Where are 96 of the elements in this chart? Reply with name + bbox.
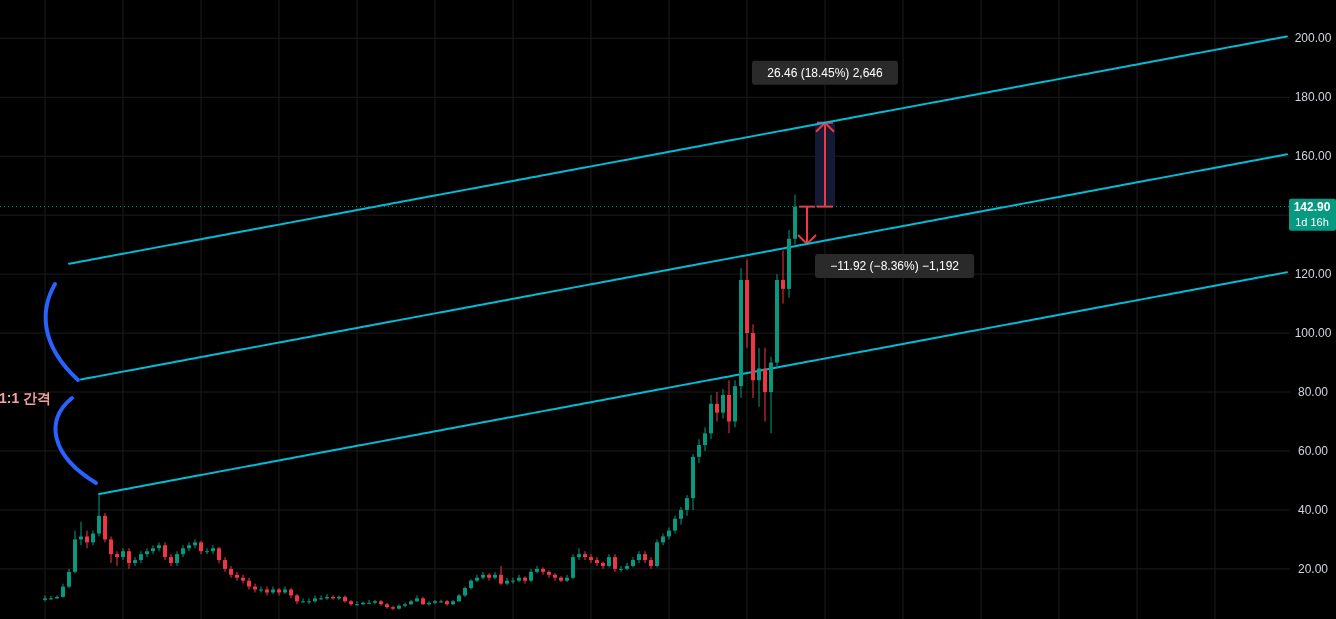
candlestick — [583, 550, 587, 561]
candlestick — [241, 574, 245, 585]
candlestick — [79, 521, 83, 546]
y-tick-label: 180.00 — [1294, 90, 1332, 105]
candlestick — [721, 388, 725, 420]
candlestick — [397, 603, 401, 611]
candlestick — [697, 438, 701, 464]
candlestick — [547, 569, 551, 579]
candlestick — [127, 547, 131, 570]
candlestick — [235, 571, 239, 582]
candlestick — [169, 553, 173, 567]
candlestick — [487, 572, 491, 582]
y-tick-label: 80.00 — [1297, 385, 1329, 400]
y-tick-label: 200.00 — [1294, 31, 1332, 46]
candlestick — [679, 506, 683, 526]
candlestick — [115, 550, 119, 567]
candlestick — [535, 565, 539, 574]
candlestick — [643, 550, 647, 564]
candlestick — [703, 426, 707, 452]
candlestick — [133, 556, 137, 567]
candlestick — [181, 544, 185, 558]
line-series — [98, 271, 1288, 496]
candlestick — [553, 572, 557, 582]
candlestick — [637, 550, 641, 564]
candlestick — [655, 538, 659, 568]
candlestick — [601, 561, 605, 570]
candlestick — [385, 602, 389, 610]
candlestick — [781, 250, 785, 305]
candlestick — [109, 535, 113, 564]
candlestick — [349, 599, 353, 607]
candlestick — [415, 594, 419, 603]
candlestick — [757, 347, 761, 408]
candlestick — [373, 599, 377, 605]
candlestick — [565, 574, 569, 583]
y-tick-label: 100.00 — [1294, 326, 1332, 341]
candlestick — [319, 594, 323, 601]
candlestick — [481, 571, 485, 580]
candlestick — [433, 599, 437, 605]
candlestick — [97, 494, 101, 537]
candlestick — [493, 571, 497, 580]
candlestick — [589, 553, 593, 564]
candlestick — [625, 562, 629, 571]
candlestick — [619, 565, 623, 573]
candlestick — [145, 547, 149, 558]
candlestick — [715, 391, 719, 423]
candlestick — [391, 605, 395, 611]
text: 1d 16h — [1295, 215, 1329, 228]
candlestick — [307, 597, 311, 605]
candlestick — [103, 512, 107, 543]
candlestick — [67, 568, 71, 589]
candlestick — [367, 599, 371, 605]
candlestick — [187, 541, 191, 552]
candlestick — [355, 600, 359, 607]
candlestick — [517, 574, 521, 583]
candlestick — [247, 577, 251, 591]
y-tick-label: 120.00 — [1294, 267, 1332, 282]
candlestick — [253, 583, 257, 593]
y-tick-label: 20.00 — [1297, 561, 1329, 576]
candlestick — [505, 577, 509, 586]
candlestick — [445, 599, 449, 607]
candlestick — [121, 547, 125, 561]
candlestick — [523, 575, 527, 585]
candlestick — [541, 566, 545, 576]
annotation: −11.92 (−8.36%) −1,192 — [830, 258, 960, 273]
candlestick — [205, 547, 209, 555]
candlestick — [379, 599, 383, 607]
candlestick — [577, 547, 581, 561]
candlestick — [43, 594, 47, 602]
candlestick — [157, 541, 161, 552]
candlestick — [649, 556, 653, 570]
candlestick — [685, 494, 689, 517]
annotation: 1:1 간격 — [0, 390, 52, 406]
candlestick — [559, 575, 563, 583]
ref-line-label: 142.90 — [1293, 199, 1331, 214]
candlestick — [229, 565, 233, 579]
candlestick — [139, 550, 143, 564]
y-tick-label: 160.00 — [1294, 149, 1332, 164]
y-tick-label: 60.00 — [1297, 443, 1329, 458]
candlestick — [511, 577, 515, 585]
line-series — [80, 153, 1288, 381]
candlestick — [571, 553, 575, 580]
candlestick — [151, 544, 155, 555]
candlestick — [193, 538, 197, 549]
candlestick — [403, 602, 407, 608]
candlestick — [259, 586, 263, 593]
candlestick — [475, 574, 479, 583]
y-tick-label: 40.00 — [1297, 502, 1329, 517]
candlestick — [595, 556, 599, 567]
annotation: 26.46 (18.45%) 2,646 — [767, 65, 884, 80]
candlestick — [313, 594, 317, 604]
candlestick — [763, 347, 767, 423]
candlestick — [211, 544, 215, 555]
candlestick — [301, 597, 305, 604]
candlestick — [85, 530, 89, 549]
candlestick — [499, 565, 503, 586]
candlestick — [49, 595, 53, 601]
